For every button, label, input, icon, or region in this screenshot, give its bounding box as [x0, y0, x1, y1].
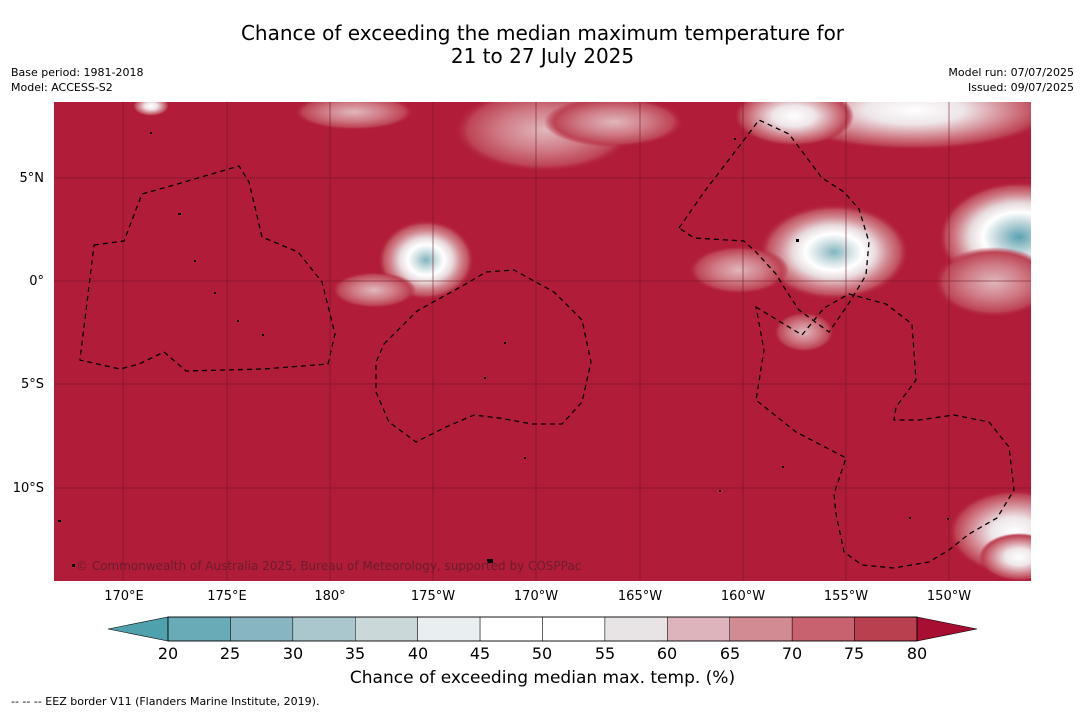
colorbar-tick-25: 25	[219, 644, 241, 663]
colorbar-segment	[604, 616, 668, 642]
colorbar-tick-80: 80	[906, 644, 928, 663]
lat-label-5n: 5°N	[19, 171, 45, 186]
colorbar	[108, 616, 978, 642]
lon-label-155w: 155°W	[823, 589, 869, 604]
eez-borders	[79, 119, 1015, 569]
colorbar-segment	[667, 616, 731, 642]
colorbar-over-arrow	[916, 616, 978, 642]
eez-kiribati-gilbert	[79, 165, 336, 372]
colorbar-segment	[230, 616, 294, 642]
eez-kiribati-line	[678, 119, 870, 333]
base-period-text: Base period: 1981-2018	[11, 66, 144, 79]
lon-label-170e: 170°E	[104, 589, 144, 604]
colorbar-segment	[854, 616, 918, 642]
issued-text: Issued: 09/07/2025	[967, 81, 1074, 94]
colorbar-tick-45: 45	[469, 644, 491, 663]
colorbar-label: Chance of exceeding median max. temp. (%…	[349, 668, 736, 688]
eez-legend-note: -- -- -- EEZ border V11 (Flanders Marine…	[11, 695, 320, 708]
eez-french-polynesia	[755, 293, 1015, 569]
eez-kiribati-phoenix	[375, 269, 592, 443]
colorbar-tick-55: 55	[594, 644, 616, 663]
colorbar-segment	[791, 616, 855, 642]
colorbar-under-arrow	[108, 616, 169, 642]
colorbar-segment	[167, 616, 231, 642]
meta-left: Base period: 1981-2018 Model: ACCESS-S2	[11, 65, 143, 95]
colorbar-tick-50: 50	[531, 644, 553, 663]
colorbar-tick-35: 35	[344, 644, 366, 663]
forecast-field	[133, 102, 1031, 581]
lon-label-150w: 150°W	[926, 589, 972, 604]
colorbar-segment	[729, 616, 793, 642]
colorbar-tick-40: 40	[407, 644, 429, 663]
colorbar-segment	[479, 616, 543, 642]
map-svg: © Commonwealth of Australia 2025, Bureau…	[54, 102, 1031, 581]
lat-label-10s: 10°S	[12, 481, 44, 496]
lon-label-175e: 175°E	[207, 589, 247, 604]
colorbar-segment	[355, 616, 418, 642]
colorbar-tick-60: 60	[656, 644, 678, 663]
graticule	[54, 102, 1031, 581]
title-line-2: 21 to 27 July 2025	[450, 44, 635, 68]
lon-label-165w: 165°W	[617, 589, 663, 604]
lon-label-175w: 175°W	[410, 589, 456, 604]
lon-label-160w: 160°W	[720, 589, 766, 604]
map-panel[interactable]: © Commonwealth of Australia 2025, Bureau…	[54, 102, 1031, 581]
lat-label-5s: 5°S	[20, 377, 44, 392]
copyright-text: © Commonwealth of Australia 2025, Bureau…	[76, 559, 581, 573]
colorbar-tick-30: 30	[282, 644, 304, 663]
colorbar-tick-20: 20	[157, 644, 179, 663]
colorbar-segment	[417, 616, 481, 642]
lon-label-170w: 170°W	[513, 589, 559, 604]
colorbar-segment	[292, 616, 356, 642]
islands	[58, 132, 949, 567]
lat-label-0: 0°	[29, 274, 44, 289]
model-run-text: Model run: 07/07/2025	[948, 66, 1074, 79]
model-text: Model: ACCESS-S2	[11, 81, 113, 94]
colorbar-tick-75: 75	[843, 644, 865, 663]
lon-label-180: 180°	[314, 589, 346, 604]
colorbar-tick-65: 65	[719, 644, 741, 663]
colorbar-tick-70: 70	[781, 644, 803, 663]
chart-title: Chance of exceeding the median maximum t…	[0, 22, 1085, 68]
colorbar-segment	[542, 616, 606, 642]
title-line-1: Chance of exceeding the median maximum t…	[240, 21, 845, 45]
meta-right: Model run: 07/07/2025 Issued: 09/07/2025	[948, 65, 1074, 95]
